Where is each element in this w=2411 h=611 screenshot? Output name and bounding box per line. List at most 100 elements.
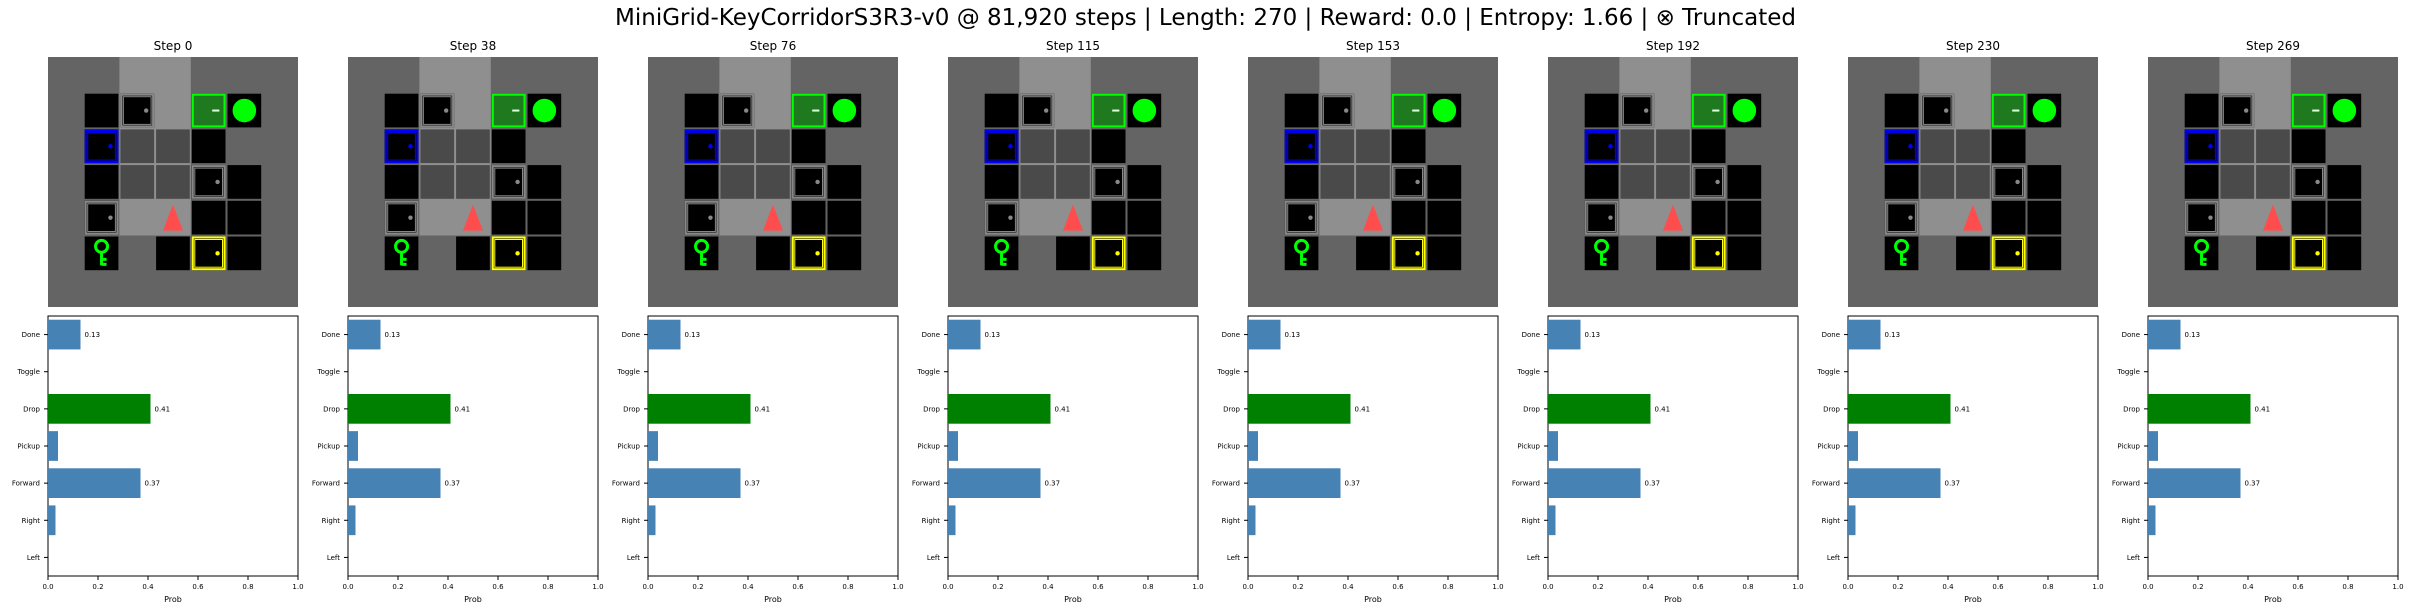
grey-door-handle — [2315, 179, 2320, 185]
ytick-label-drop: Drop — [2123, 405, 2140, 413]
plot-frame — [347, 315, 599, 577]
ytick-label-done: Done — [22, 331, 40, 339]
grey-door-frame — [1284, 200, 1319, 235]
xtick-label: 0.8 — [1442, 583, 1453, 591]
room-floor-cell — [384, 165, 419, 199]
grey-door-inner — [1022, 96, 1052, 125]
grey-door — [1020, 93, 1055, 128]
grey-door-inner — [387, 203, 416, 233]
environment-frame — [1248, 57, 1498, 307]
room-floor-cell — [1127, 165, 1162, 199]
grey-door-frame — [1691, 165, 1726, 199]
green-locked-door — [1391, 93, 1426, 128]
action-probability-chart: Left Right Forward 0.37 Pickup Drop 0.41 Toggle… — [1812, 315, 2104, 604]
grey-door-frame — [1884, 200, 1919, 235]
agent-triangle-icon — [1962, 204, 1983, 231]
ytick-label-done: Done — [2122, 331, 2140, 339]
room-floor-cell — [2327, 165, 2362, 199]
blue-door-inner — [87, 131, 116, 161]
grey-door-inner — [122, 96, 152, 125]
ytick-label-right: Right — [922, 517, 941, 525]
grey-door-inner — [87, 203, 116, 233]
grey-door-frame — [1584, 200, 1619, 235]
grey-door — [720, 93, 755, 128]
grey-door-inner — [1922, 96, 1952, 125]
grey-cell — [1020, 129, 1055, 164]
ytick-label-forward: Forward — [1812, 480, 1840, 488]
bar-right — [348, 505, 356, 536]
room-floor-cell — [1727, 165, 1762, 199]
bar-done — [348, 319, 381, 350]
yellow-door — [491, 236, 526, 271]
grey-door-frame — [1091, 165, 1126, 199]
room-floor-cell — [791, 129, 826, 164]
value-label-forward: 0.37 — [745, 480, 761, 488]
bar-pickup — [2148, 431, 2158, 461]
bar-drop — [1548, 394, 1651, 424]
xtick-label: 0.8 — [1742, 583, 1753, 591]
room-floor-cell — [1127, 236, 1162, 271]
grey-door — [191, 165, 226, 199]
xtick-label: 1.0 — [1192, 583, 1203, 591]
xtick-label: 0.2 — [392, 583, 403, 591]
room-floor-cell — [84, 165, 119, 199]
yellow-door-frame — [491, 236, 526, 271]
grey-cell — [1920, 129, 1955, 164]
ytick-label-left: Left — [2127, 554, 2140, 562]
grey-cell — [720, 165, 755, 199]
grey-door-handle — [2243, 108, 2249, 113]
xtick-label: 0.0 — [942, 583, 953, 591]
ytick-label-drop: Drop — [923, 405, 940, 413]
grey-cell — [1620, 165, 1655, 199]
grey-door-frame — [684, 200, 719, 235]
bar-drop — [1848, 394, 1951, 424]
room-floor-cell — [1727, 236, 1762, 271]
xtick-label: 0.6 — [1692, 583, 1704, 591]
ytick-label-right: Right — [2122, 517, 2141, 525]
bar-done — [948, 319, 981, 350]
grey-door-inner — [494, 167, 524, 197]
yellow-door-frame — [2291, 236, 2326, 271]
value-label-done: 0.13 — [1585, 331, 1601, 339]
value-label-forward: 0.37 — [145, 480, 161, 488]
ytick-label-right: Right — [622, 517, 641, 525]
plot-frame — [947, 315, 1199, 577]
room-floor-cell — [756, 236, 790, 271]
grey-door-handle — [743, 108, 749, 113]
grey-door-frame — [191, 165, 226, 199]
yellow-door-handle — [515, 251, 520, 256]
bar-drop — [2148, 394, 2251, 424]
grey-door-handle — [1415, 179, 1420, 185]
value-label-done: 0.13 — [85, 331, 101, 339]
yellow-door — [1391, 236, 1426, 271]
grey-door — [1391, 165, 1426, 199]
blue-door-handle — [1608, 144, 1613, 149]
step-title: Step 0 — [153, 39, 193, 53]
blue-door-frame — [1884, 129, 1919, 164]
bar-done — [2148, 319, 2181, 350]
ytick-label-toggle: Toggle — [316, 368, 340, 376]
room-floor-cell — [2291, 200, 2326, 235]
environment-frame — [48, 57, 298, 307]
ytick-label-pickup: Pickup — [1817, 443, 1840, 451]
plot-frame — [1847, 315, 2099, 577]
grey-door-inner — [422, 96, 452, 125]
ytick-label-done: Done — [1822, 331, 1840, 339]
grey-cell — [1956, 165, 1990, 199]
x-axis-label: Prob — [1664, 595, 1682, 604]
grey-door-inner — [2222, 96, 2252, 125]
room-floor-cell — [1391, 129, 1426, 164]
ytick-label-forward: Forward — [12, 480, 40, 488]
green-key-icon — [1594, 238, 1610, 266]
green-key-icon — [1294, 238, 1310, 266]
action-probability-chart: Left Right Forward 0.37 Pickup Drop 0.41 Toggle… — [2112, 315, 2404, 604]
grey-door-inner — [1587, 203, 1616, 233]
xtick-label: 0.4 — [1642, 583, 1654, 591]
bar-drop — [948, 394, 1051, 424]
environment-frame — [348, 57, 598, 307]
ytick-label-forward: Forward — [312, 480, 340, 488]
ytick-label-toggle: Toggle — [916, 368, 940, 376]
grey-cell — [2220, 165, 2255, 199]
grey-door — [1691, 165, 1726, 199]
room-floor-cell — [2027, 165, 2062, 199]
